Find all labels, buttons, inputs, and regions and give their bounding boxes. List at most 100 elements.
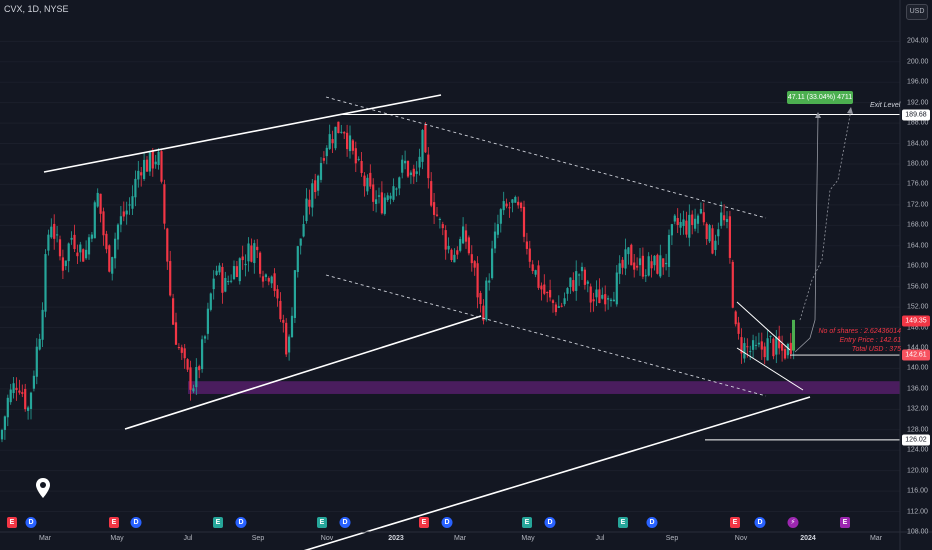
candle-body [563,298,566,305]
candle-body [128,204,131,206]
candle-body [699,208,702,214]
earnings-marker[interactable]: E [730,517,740,528]
candle-body [363,175,366,187]
candle-body [38,338,41,350]
candle-body [514,196,517,203]
earnings-marker[interactable]: E [317,517,327,528]
candle-body [261,276,265,282]
trendline-drawings[interactable] [43,94,900,550]
support-zone [188,381,900,394]
candle-body [348,135,352,152]
candle-body [653,255,656,266]
candle-body [467,237,470,254]
candle-body [665,262,668,265]
candle-body [172,298,175,325]
candle-body [444,230,447,250]
candle-body [578,274,581,276]
dividend-marker[interactable]: D [130,517,142,528]
candle-body [485,280,488,320]
candle-body [557,306,560,308]
candle-body [122,211,125,217]
y-tick-label: 144.00 [907,344,929,352]
earnings-marker[interactable]: E [618,517,628,528]
price-tag: 189.68 [902,109,930,120]
candle-body [163,184,166,224]
earnings-marker[interactable]: E [7,517,17,528]
candle-body [189,367,192,390]
earnings-marker[interactable]: E [840,517,850,528]
candle-body [244,263,247,266]
candle-body [766,338,769,361]
currency-button[interactable]: USD [906,4,928,20]
candle-body [453,254,456,263]
candle-body [114,238,117,259]
candle-body [691,214,694,225]
candle-body [331,139,334,144]
symbol-label[interactable]: CVX, 1D, NYSE [4,4,69,14]
candle-body [633,262,636,270]
y-tick-label: 124.00 [907,446,929,454]
candle-body [667,234,671,267]
candle-body [44,254,47,312]
candle-body [169,261,172,296]
x-tick-label: Nov [734,535,748,542]
candle-body [525,241,528,249]
location-pin-icon[interactable] [36,478,50,498]
candle-body [769,335,772,337]
candle-body [441,224,444,229]
candle-body [392,186,395,200]
candle-body [592,299,595,302]
candle-body [340,131,343,133]
candle-body [424,125,427,153]
candle-body [763,346,766,358]
candle-body [111,257,114,274]
candle-body [493,231,497,249]
candle-body [783,349,787,359]
candle-body [473,261,476,268]
dividend-marker[interactable]: D [235,517,247,528]
dividend-marker[interactable]: D [646,517,658,528]
earnings-marker[interactable]: E [522,517,532,528]
candle-body [76,252,79,257]
candle-body [334,126,337,149]
candle-body [93,202,96,239]
dividend-marker[interactable]: D [25,517,37,528]
price-tag: 142.61 [902,349,930,361]
candle-body [734,311,737,325]
candle-body [522,206,526,237]
split-marker[interactable]: ⚡ [787,517,799,528]
candle-body [221,266,224,293]
candle-body [554,304,557,313]
x-tick-label: May [110,535,124,542]
earnings-marker[interactable]: E [109,517,119,528]
candle-body [569,277,572,288]
candle-body [73,234,76,250]
candle-body [305,198,308,222]
candle-body [482,305,485,321]
candle-body [395,188,398,190]
candle-body [151,150,154,169]
dividend-marker[interactable]: D [339,517,351,528]
dividend-marker[interactable]: D [441,517,453,528]
y-tick-label: 140.00 [907,364,929,372]
candle-body [276,289,279,299]
dividend-marker[interactable]: D [754,517,766,528]
candle-body [757,342,760,345]
candle-body [3,416,6,430]
y-tick-label: 120.00 [907,467,929,475]
candle-body [357,158,360,160]
dividend-marker[interactable]: D [544,517,556,528]
earnings-marker[interactable]: E [213,517,223,528]
candle-body [723,215,726,221]
candle-body [630,244,633,266]
candle-body [41,309,44,340]
candle-body [659,255,662,277]
candle-body [372,184,375,202]
candle-body [354,148,357,164]
candle-body [157,151,160,165]
candle-body [12,383,15,394]
y-tick-label: 184.00 [907,140,929,148]
candle-body [746,346,749,348]
earnings-marker[interactable]: E [419,517,429,528]
